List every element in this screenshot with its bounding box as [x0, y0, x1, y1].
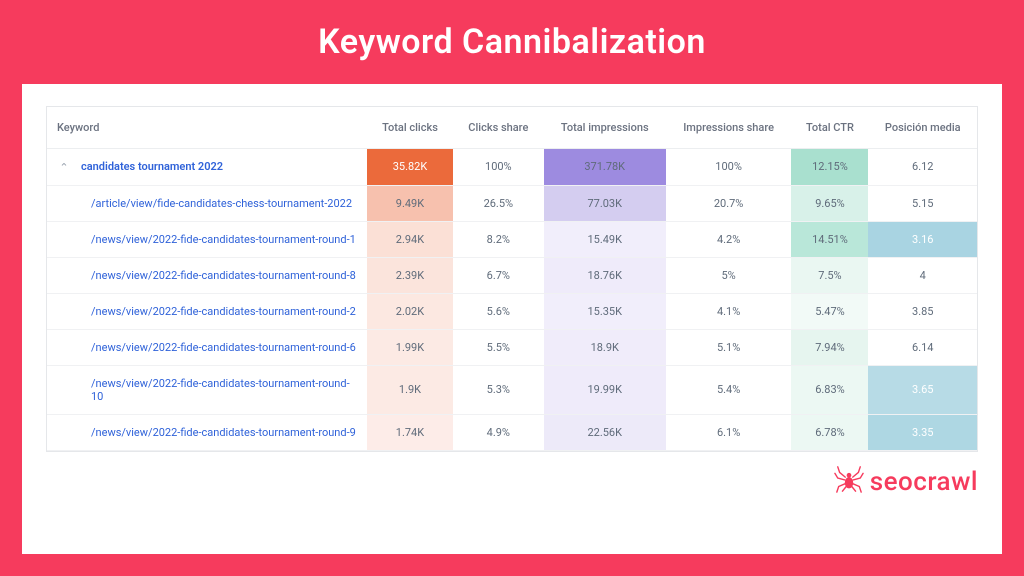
column-header[interactable]: Impressions share: [666, 107, 792, 149]
keyword-cell: /news/view/2022-fide-candidates-tourname…: [47, 329, 367, 365]
column-header[interactable]: Keyword: [47, 107, 367, 149]
metric-cell: 6.83%: [791, 365, 868, 414]
metric-cell: 4.2%: [666, 221, 792, 257]
metric-cell: 5.47%: [791, 293, 868, 329]
metric-cell: 6.1%: [666, 414, 792, 450]
table-row: /news/view/2022-fide-candidates-tourname…: [47, 221, 977, 257]
metric-cell: 22.56K: [544, 414, 666, 450]
page-root: Keyword Cannibalization KeywordTotal cli…: [0, 0, 1024, 576]
metric-cell: 5%: [666, 257, 792, 293]
metric-cell: 26.5%: [453, 185, 544, 221]
metric-cell: 3.16: [868, 221, 977, 257]
page-title: Keyword Cannibalization: [318, 22, 706, 62]
metric-cell: 2.02K: [367, 293, 453, 329]
column-header[interactable]: Total clicks: [367, 107, 453, 149]
spider-icon: [834, 464, 864, 501]
keyword-cell: /news/view/2022-fide-candidates-tourname…: [47, 221, 367, 257]
metric-cell: 20.7%: [666, 185, 792, 221]
column-header[interactable]: Total CTR: [791, 107, 868, 149]
metric-cell: 5.15: [868, 185, 977, 221]
metric-cell: 7.94%: [791, 329, 868, 365]
metric-cell: 35.82K: [367, 149, 453, 186]
metric-cell: 6.7%: [453, 257, 544, 293]
column-header[interactable]: Clicks share: [453, 107, 544, 149]
keyword-cell: /article/view/fide-candidates-chess-tour…: [47, 185, 367, 221]
table-row: /article/view/fide-candidates-chess-tour…: [47, 185, 977, 221]
metric-cell: 5.1%: [666, 329, 792, 365]
keyword-link[interactable]: /news/view/2022-fide-candidates-tourname…: [91, 341, 356, 354]
column-header[interactable]: Posición media: [868, 107, 977, 149]
column-header[interactable]: Total impressions: [544, 107, 666, 149]
table-row: /news/view/2022-fide-candidates-tourname…: [47, 257, 977, 293]
metric-cell: 15.35K: [544, 293, 666, 329]
footer: seocrawl: [46, 464, 978, 501]
table-row: /news/view/2022-fide-candidates-tourname…: [47, 365, 977, 414]
title-bar: Keyword Cannibalization: [0, 0, 1024, 84]
metric-cell: 4: [868, 257, 977, 293]
metric-cell: 6.78%: [791, 414, 868, 450]
table-container: KeywordTotal clicksClicks shareTotal imp…: [46, 106, 978, 452]
metric-cell: 9.49K: [367, 185, 453, 221]
metric-cell: 18.76K: [544, 257, 666, 293]
table-row: /news/view/2022-fide-candidates-tourname…: [47, 293, 977, 329]
keyword-link[interactable]: /news/view/2022-fide-candidates-tourname…: [91, 233, 356, 246]
metric-cell: 100%: [453, 149, 544, 186]
keyword-link[interactable]: /news/view/2022-fide-candidates-tourname…: [91, 269, 356, 282]
table-header-row: KeywordTotal clicksClicks shareTotal imp…: [47, 107, 977, 149]
keyword-cell: /news/view/2022-fide-candidates-tourname…: [47, 257, 367, 293]
metric-cell: 15.49K: [544, 221, 666, 257]
metric-cell: 7.5%: [791, 257, 868, 293]
keyword-link[interactable]: /news/view/2022-fide-candidates-tourname…: [91, 426, 356, 439]
keyword-cell: /news/view/2022-fide-candidates-tourname…: [47, 365, 367, 414]
keyword-cell: ⌃ candidates tournament 2022: [47, 149, 367, 186]
table-head: KeywordTotal clicksClicks shareTotal imp…: [47, 107, 977, 149]
keyword-link[interactable]: /news/view/2022-fide-candidates-tourname…: [91, 305, 356, 318]
keyword-link[interactable]: candidates tournament 2022: [81, 160, 223, 173]
metric-cell: 6.12: [868, 149, 977, 186]
metric-cell: 19.99K: [544, 365, 666, 414]
metric-cell: 1.99K: [367, 329, 453, 365]
metric-cell: 3.85: [868, 293, 977, 329]
metric-cell: 371.78K: [544, 149, 666, 186]
keyword-cell: /news/view/2022-fide-candidates-tourname…: [47, 414, 367, 450]
metric-cell: 3.65: [868, 365, 977, 414]
metric-cell: 5.5%: [453, 329, 544, 365]
table-row: /news/view/2022-fide-candidates-tourname…: [47, 414, 977, 450]
metric-cell: 2.39K: [367, 257, 453, 293]
table-row: ⌃candidates tournament 202235.82K100%371…: [47, 149, 977, 186]
metric-cell: 5.3%: [453, 365, 544, 414]
cannibalization-table: KeywordTotal clicksClicks shareTotal imp…: [47, 107, 977, 451]
metric-cell: 5.4%: [666, 365, 792, 414]
metric-cell: 3.35: [868, 414, 977, 450]
table-row: /news/view/2022-fide-candidates-tourname…: [47, 329, 977, 365]
metric-cell: 4.1%: [666, 293, 792, 329]
metric-cell: 2.94K: [367, 221, 453, 257]
chevron-up-icon[interactable]: ⌃: [57, 161, 71, 174]
metric-cell: 6.14: [868, 329, 977, 365]
metric-cell: 8.2%: [453, 221, 544, 257]
metric-cell: 5.6%: [453, 293, 544, 329]
brand-logo: seocrawl: [834, 464, 978, 501]
content-panel: KeywordTotal clicksClicks shareTotal imp…: [22, 84, 1002, 554]
metric-cell: 14.51%: [791, 221, 868, 257]
metric-cell: 18.9K: [544, 329, 666, 365]
metric-cell: 12.15%: [791, 149, 868, 186]
metric-cell: 4.9%: [453, 414, 544, 450]
metric-cell: 1.74K: [367, 414, 453, 450]
metric-cell: 100%: [666, 149, 792, 186]
table-body: ⌃candidates tournament 202235.82K100%371…: [47, 149, 977, 451]
metric-cell: 9.65%: [791, 185, 868, 221]
keyword-link[interactable]: /article/view/fide-candidates-chess-tour…: [91, 197, 352, 210]
keyword-link[interactable]: /news/view/2022-fide-candidates-tourname…: [91, 377, 350, 403]
brand-text: seocrawl: [870, 467, 978, 497]
metric-cell: 1.9K: [367, 365, 453, 414]
keyword-cell: /news/view/2022-fide-candidates-tourname…: [47, 293, 367, 329]
metric-cell: 77.03K: [544, 185, 666, 221]
